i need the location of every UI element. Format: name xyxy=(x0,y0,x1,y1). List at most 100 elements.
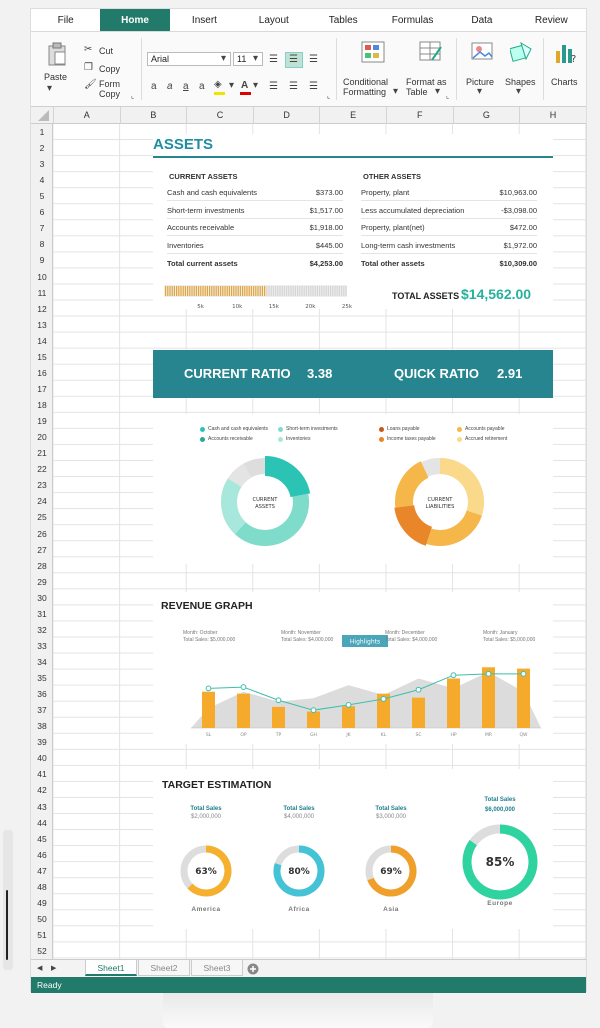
row-header-24[interactable]: 24 xyxy=(37,496,47,507)
row-header-23[interactable]: 23 xyxy=(37,480,47,491)
tab-formulas[interactable]: Formulas xyxy=(391,15,434,26)
row-header-40[interactable]: 40 xyxy=(37,753,47,764)
row-header-50[interactable]: 50 xyxy=(37,913,47,924)
row-header-6[interactable]: 6 xyxy=(39,207,45,218)
align-launcher-icon[interactable]: ⌞ xyxy=(327,93,331,100)
format-as-table-button[interactable]: Format as xyxy=(406,77,447,87)
row-header-12[interactable]: 12 xyxy=(37,303,47,314)
row-header-19[interactable]: 19 xyxy=(37,416,47,427)
font-select[interactable]: Arial xyxy=(147,52,231,66)
row-header-39[interactable]: 39 xyxy=(37,737,47,748)
row-header-35[interactable]: 35 xyxy=(37,673,47,684)
row-header-10[interactable]: 10 xyxy=(37,271,47,282)
table-label[interactable]: Table xyxy=(406,87,428,97)
fill-color-icon[interactable]: ◈ xyxy=(214,79,222,90)
font-size-select[interactable]: 11 xyxy=(233,52,263,66)
row-header-5[interactable]: 5 xyxy=(39,191,45,202)
row-header-17[interactable]: 17 xyxy=(37,383,47,394)
column-header-e[interactable]: E xyxy=(319,107,386,124)
sheet-tab-3[interactable]: Sheet3 xyxy=(191,960,243,976)
row-header-41[interactable]: 41 xyxy=(37,769,47,780)
row-header-13[interactable]: 13 xyxy=(37,319,47,330)
row-header-1[interactable]: 1 xyxy=(39,127,45,137)
row-header-34[interactable]: 34 xyxy=(37,656,47,667)
tab-review[interactable]: Review xyxy=(534,15,568,26)
tab-tables[interactable]: Tables xyxy=(328,15,358,26)
table-dropdown-icon[interactable]: ▾ xyxy=(435,86,441,97)
row-header-8[interactable]: 8 xyxy=(39,239,45,250)
row-header-29[interactable]: 29 xyxy=(37,576,47,587)
align-right-icon[interactable]: ☰ xyxy=(309,81,318,92)
column-header-h[interactable]: H xyxy=(519,107,586,124)
add-sheet-icon[interactable] xyxy=(247,963,259,975)
align-middle-icon[interactable]: ☰ xyxy=(289,54,298,65)
column-header-c[interactable]: C xyxy=(186,107,253,124)
column-header-a[interactable]: A xyxy=(53,107,120,124)
conditional-dropdown-icon[interactable]: ▾ xyxy=(393,86,399,97)
row-header-49[interactable]: 49 xyxy=(37,897,47,908)
row-header-48[interactable]: 48 xyxy=(37,881,47,892)
prev-sheet-icon[interactable]: ◀ xyxy=(37,965,43,972)
align-left-icon[interactable]: ☰ xyxy=(269,81,278,92)
column-header-g[interactable]: G xyxy=(452,107,520,124)
column-header-f[interactable]: F xyxy=(386,107,453,124)
row-header-44[interactable]: 44 xyxy=(37,817,47,828)
row-header-31[interactable]: 31 xyxy=(37,608,47,619)
paste-button[interactable]: Paste xyxy=(44,72,68,82)
row-header-37[interactable]: 37 xyxy=(37,705,47,716)
row-header-7[interactable]: 7 xyxy=(39,223,45,234)
row-header-25[interactable]: 25 xyxy=(37,512,47,523)
select-all-corner[interactable] xyxy=(31,107,53,124)
row-header-33[interactable]: 33 xyxy=(37,640,47,651)
row-header-2[interactable]: 2 xyxy=(39,143,45,154)
charts-button[interactable]: Charts xyxy=(551,77,578,87)
chevron-down-icon[interactable]: ▾ xyxy=(47,83,53,94)
row-header-22[interactable]: 22 xyxy=(37,464,47,475)
align-bottom-icon[interactable]: ☰ xyxy=(309,54,318,65)
tab-data[interactable]: Data xyxy=(471,15,493,26)
row-header-16[interactable]: 16 xyxy=(37,367,47,378)
column-header-b[interactable]: B xyxy=(119,107,187,124)
row-header-32[interactable]: 32 xyxy=(37,624,47,635)
cut-button[interactable]: Cut xyxy=(99,46,114,56)
row-header-26[interactable]: 26 xyxy=(37,528,47,539)
charts-icon[interactable]: ? xyxy=(554,41,578,65)
font-a-icon[interactable]: a xyxy=(151,81,157,92)
row-header-30[interactable]: 30 xyxy=(37,592,47,603)
row-header-4[interactable]: 4 xyxy=(39,175,45,186)
row-header-38[interactable]: 38 xyxy=(37,721,47,732)
row-header-28[interactable]: 28 xyxy=(37,560,47,571)
align-top-icon[interactable]: ☰ xyxy=(269,54,278,65)
cut-icon[interactable]: ✂ xyxy=(84,44,93,55)
copy-button[interactable]: Copy xyxy=(99,64,121,74)
picture-dropdown-icon[interactable]: ▾ xyxy=(477,86,483,97)
row-header-11[interactable]: 11 xyxy=(37,287,47,298)
shapes-icon[interactable] xyxy=(510,41,532,63)
font-dropdown-icon[interactable]: ▾ xyxy=(221,53,227,64)
row-header-51[interactable]: 51 xyxy=(37,930,47,940)
formatting-label[interactable]: Formatting xyxy=(343,87,387,97)
row-header-36[interactable]: 36 xyxy=(37,689,47,700)
align-middle-button[interactable] xyxy=(285,52,303,68)
picture-icon[interactable] xyxy=(471,41,493,63)
font-color-dropdown-icon[interactable]: ▾ xyxy=(253,80,259,91)
strikethrough-icon[interactable]: a xyxy=(199,81,205,92)
row-header-27[interactable]: 27 xyxy=(37,544,47,555)
conditional-formatting-button[interactable]: Conditional xyxy=(343,77,389,87)
tab-insert[interactable]: Insert xyxy=(191,15,217,26)
row-header-45[interactable]: 45 xyxy=(37,833,47,844)
copy-icon[interactable]: ❐ xyxy=(84,62,93,73)
paste-icon[interactable] xyxy=(47,42,67,66)
dialog-launcher-icon[interactable]: ⌞ xyxy=(131,93,135,100)
row-header-46[interactable]: 46 xyxy=(37,849,47,860)
tab-file[interactable]: File xyxy=(57,15,74,26)
underline-icon[interactable]: a xyxy=(183,81,189,92)
row-header-9[interactable]: 9 xyxy=(39,255,45,266)
format-painter-icon[interactable]: 🖌 xyxy=(84,79,97,90)
row-header-52[interactable]: 52 xyxy=(37,946,47,957)
row-header-42[interactable]: 42 xyxy=(37,785,47,796)
italic-icon[interactable]: a xyxy=(167,81,173,92)
row-header-3[interactable]: 3 xyxy=(39,159,45,170)
row-header-15[interactable]: 15 xyxy=(37,351,47,362)
shapes-dropdown-icon[interactable]: ▾ xyxy=(516,86,522,97)
